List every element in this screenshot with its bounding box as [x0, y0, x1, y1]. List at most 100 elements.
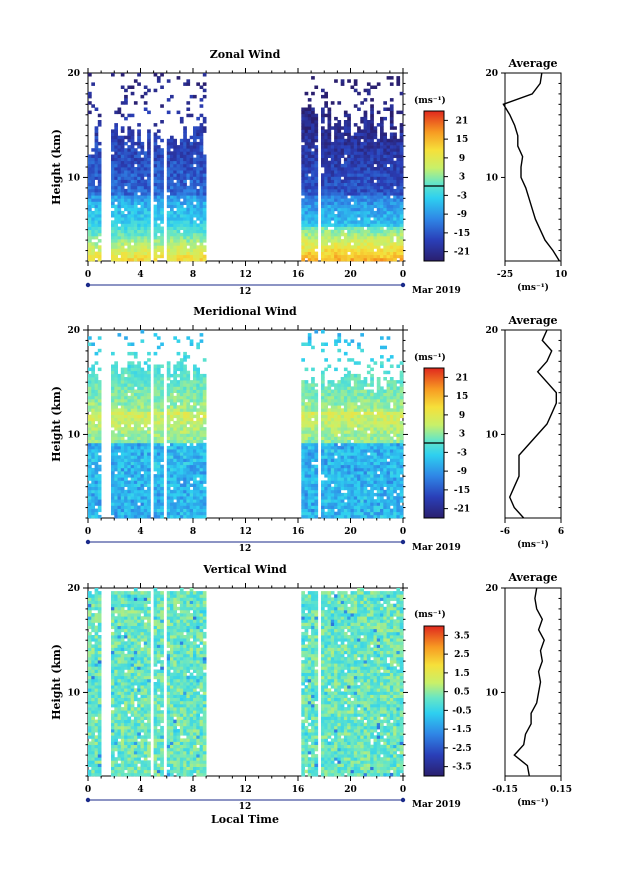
heatmap-cell [166, 110, 171, 115]
heatmap-cell [334, 242, 338, 246]
heatmap-cell [179, 392, 184, 397]
heatmap-cell [337, 167, 342, 171]
heatmap-cell [307, 395, 312, 400]
heatmap-cell [111, 458, 115, 462]
heatmap-cell [88, 505, 92, 509]
heatmap-cell [120, 417, 125, 422]
heatmap-cell [202, 452, 207, 456]
heatmap-cell [304, 445, 309, 450]
heatmap-cell [147, 223, 151, 227]
heatmap-cell [301, 492, 305, 497]
heatmap-cell [173, 455, 177, 459]
heatmap-cell [147, 217, 151, 221]
heatmap-cell [183, 129, 187, 133]
heatmap-cell [199, 220, 204, 224]
heatmap-cell [311, 201, 315, 205]
heatmap-cell [327, 145, 332, 149]
heatmap-cell [389, 160, 394, 165]
heatmap-cell [117, 420, 122, 425]
heatmap-cell [366, 167, 371, 171]
heatmap-cell [373, 141, 378, 146]
heatmap-cell [202, 126, 207, 130]
x-tick-label: 8 [190, 270, 196, 280]
heatmap-cell [343, 427, 348, 431]
heatmap-cell [334, 339, 338, 343]
heatmap-cell [147, 402, 151, 406]
heatmap-cell [117, 430, 122, 434]
heatmap-cell [350, 414, 355, 419]
heatmap-cell [120, 179, 125, 183]
heatmap-cell [357, 220, 361, 224]
heatmap-cell [137, 499, 141, 503]
heatmap-cell [124, 141, 128, 146]
heatmap-cell [311, 185, 315, 190]
heatmap-cell [176, 514, 181, 519]
heatmap-cell [337, 229, 342, 234]
heatmap-cell [153, 192, 158, 196]
heatmap-cell [140, 383, 145, 387]
heatmap-cell [183, 367, 187, 372]
heatmap-cell [304, 176, 309, 180]
heatmap-cell [140, 436, 145, 440]
heatmap-cell [347, 188, 351, 193]
heatmap-cell [337, 496, 342, 500]
heatmap-cell [373, 148, 378, 152]
heatmap-cell [189, 427, 194, 431]
heatmap-cell [327, 439, 332, 444]
heatmap-cell [321, 179, 325, 183]
heatmap-cell [350, 141, 355, 146]
heatmap-cell [396, 179, 401, 183]
heatmap-cell [370, 160, 374, 165]
heatmap-cell [343, 123, 348, 127]
heatmap-cell [143, 207, 148, 212]
heatmap-cell [127, 402, 132, 406]
heatmap-cell [166, 461, 171, 466]
heatmap-cell [160, 154, 164, 158]
heatmap-cell [304, 179, 309, 183]
heatmap-cell [124, 398, 128, 403]
heatmap-cell [170, 239, 174, 243]
heatmap-cell [340, 414, 345, 419]
heatmap-cell [199, 373, 204, 378]
heatmap-cell [120, 505, 125, 509]
heatmap-cell [170, 179, 174, 183]
heatmap-cell [130, 145, 135, 149]
heatmap-cell [91, 342, 95, 346]
heatmap-cell [176, 430, 181, 434]
heatmap-cell [389, 223, 394, 227]
heatmap-cell [301, 402, 305, 406]
heatmap-cell [97, 123, 102, 127]
heatmap-cell [173, 157, 177, 162]
heatmap-cell [357, 489, 361, 494]
heatmap-cell [153, 449, 158, 453]
heatmap-cell [156, 383, 161, 387]
heatmap-cell [196, 480, 200, 484]
heatmap-cell [376, 176, 381, 180]
heatmap-cell [202, 192, 207, 196]
heatmap-cell [376, 151, 381, 155]
heatmap-cell [196, 151, 200, 155]
heatmap-cell [307, 179, 312, 183]
heatmap-cell [199, 245, 204, 249]
heatmap-cell [156, 480, 161, 484]
heatmap-cell [173, 248, 177, 252]
heatmap-cell [370, 151, 374, 155]
heatmap-cell [120, 433, 125, 437]
heatmap-cell [88, 210, 92, 215]
x-tick-label: 0 [85, 270, 91, 280]
heatmap-cell [347, 198, 351, 202]
heatmap-cell [140, 204, 145, 209]
heatmap-cell [114, 195, 118, 199]
heatmap-cell [124, 445, 128, 450]
heatmap-cell [183, 477, 187, 481]
heatmap-cell [133, 223, 138, 227]
heatmap-cell [97, 160, 102, 165]
heatmap-cell [137, 442, 141, 447]
heatmap-cell [324, 436, 328, 440]
heatmap-cell [88, 220, 92, 224]
heatmap-cell [386, 217, 391, 221]
heatmap-cell [199, 420, 204, 425]
heatmap-cell [166, 188, 171, 193]
heatmap-cell [301, 455, 305, 459]
